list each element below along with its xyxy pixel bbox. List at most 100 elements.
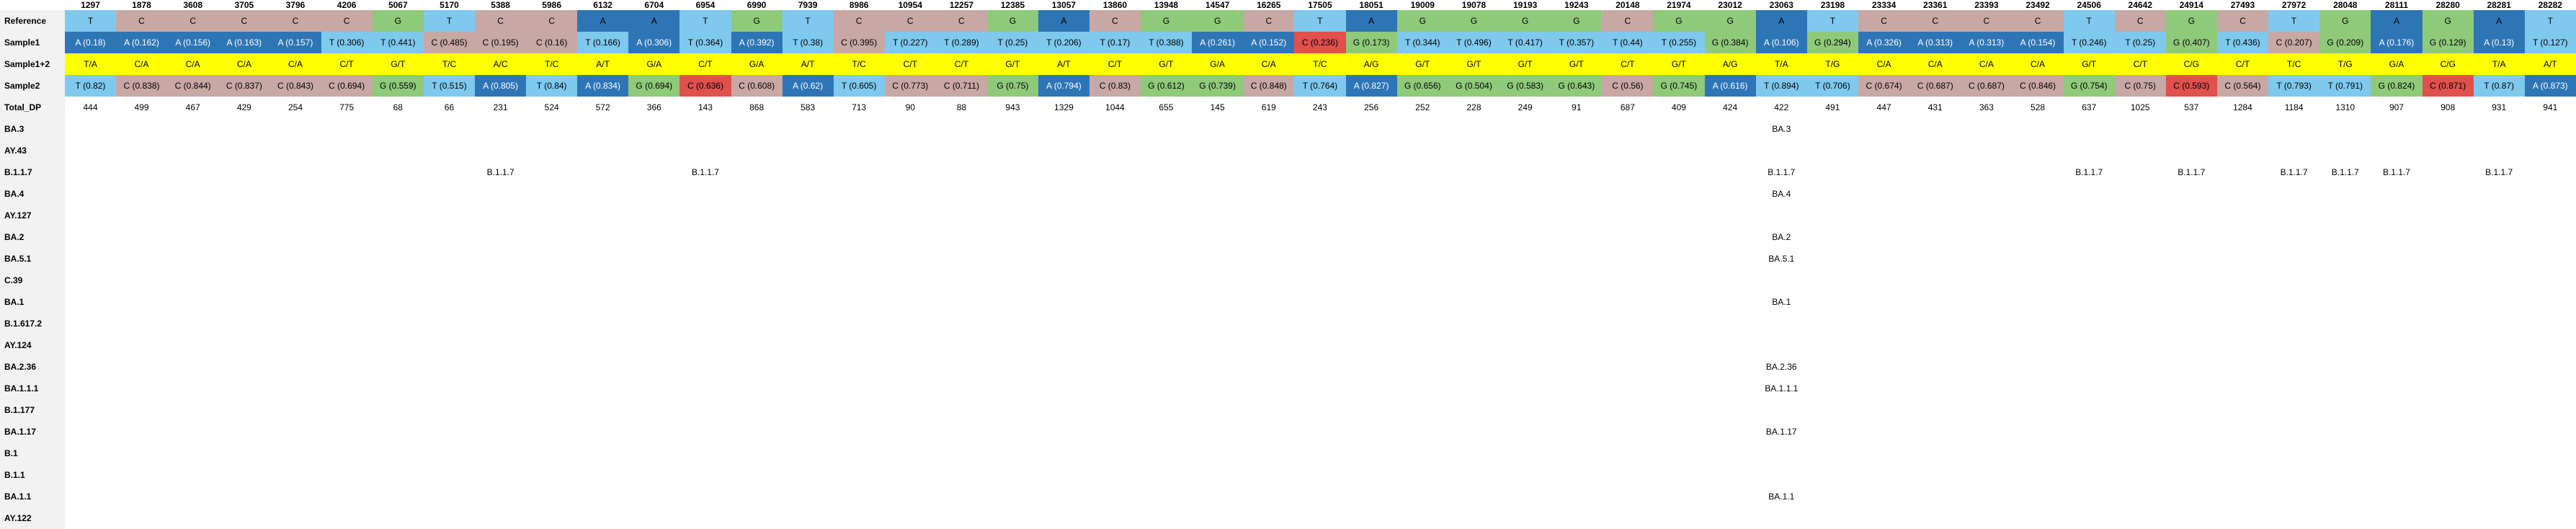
empty-cell[interactable] (628, 183, 679, 205)
empty-cell[interactable] (1192, 291, 1243, 313)
empty-cell[interactable] (936, 486, 987, 507)
empty-cell[interactable] (2217, 291, 2268, 313)
sample2-base-cell[interactable]: C (0.75) (2114, 75, 2166, 97)
empty-cell[interactable] (1602, 248, 1653, 270)
mixed-genotype-cell[interactable]: C/A (1909, 53, 1961, 75)
mixed-genotype-cell[interactable]: T/G (2319, 53, 2371, 75)
empty-cell[interactable] (1653, 464, 1704, 486)
sample1-base-cell[interactable]: T (0.38) (782, 32, 834, 53)
empty-cell[interactable] (2423, 140, 2474, 161)
empty-cell[interactable] (2166, 507, 2217, 529)
empty-cell[interactable] (783, 443, 834, 464)
empty-cell[interactable] (731, 464, 783, 486)
empty-cell[interactable] (1705, 356, 1756, 378)
empty-cell[interactable] (1499, 161, 1551, 183)
empty-cell[interactable] (2166, 464, 2217, 486)
sample1-base-cell[interactable]: C (0.485) (423, 32, 476, 53)
lineage-marker-cell[interactable]: B.1.1.7 (1768, 167, 1796, 177)
empty-cell[interactable] (1653, 313, 1704, 334)
empty-cell[interactable] (731, 421, 783, 443)
empty-cell[interactable] (2166, 140, 2217, 161)
sample1-base-cell[interactable]: T (0.364) (679, 32, 731, 53)
empty-cell[interactable] (628, 248, 679, 270)
empty-cell[interactable] (577, 507, 628, 529)
empty-cell[interactable] (2423, 378, 2474, 399)
empty-cell[interactable] (1602, 421, 1653, 443)
sample1-base-cell[interactable]: T (0.357) (1551, 32, 1603, 53)
sample2-base-cell[interactable]: T (0.82) (65, 75, 116, 97)
empty-cell[interactable] (321, 313, 373, 334)
empty-cell[interactable] (1089, 140, 1141, 161)
empty-cell[interactable] (2525, 161, 2576, 183)
empty-cell[interactable] (1807, 443, 1858, 464)
empty-cell[interactable] (679, 507, 731, 529)
empty-cell[interactable] (475, 291, 526, 313)
empty-cell[interactable] (2474, 183, 2525, 205)
empty-cell[interactable] (1909, 486, 1961, 507)
empty-cell[interactable] (116, 334, 167, 356)
reference-base-cell[interactable]: G (1499, 10, 1551, 32)
empty-cell[interactable] (936, 507, 987, 529)
empty-cell[interactable] (1807, 226, 1858, 248)
empty-cell[interactable] (1243, 313, 1294, 334)
empty-cell[interactable] (2217, 140, 2268, 161)
depth-cell[interactable]: 444 (83, 102, 98, 112)
empty-cell[interactable] (731, 443, 783, 464)
empty-cell[interactable] (577, 421, 628, 443)
empty-cell[interactable] (1807, 205, 1858, 226)
empty-cell[interactable] (526, 161, 577, 183)
empty-cell[interactable] (1858, 356, 1909, 378)
empty-cell[interactable] (628, 334, 679, 356)
position-header-cell[interactable]: 6132 (593, 0, 612, 10)
empty-cell[interactable] (1705, 226, 1756, 248)
empty-cell[interactable] (321, 183, 373, 205)
empty-cell[interactable] (2115, 399, 2166, 421)
empty-cell[interactable] (1961, 356, 2012, 378)
lineage-label[interactable]: BA.1 (0, 291, 66, 313)
empty-cell[interactable] (1243, 486, 1294, 507)
empty-cell[interactable] (2012, 399, 2063, 421)
empty-cell[interactable] (1807, 313, 1858, 334)
sample2-base-cell[interactable]: T (0.706) (1806, 75, 1858, 97)
empty-cell[interactable] (167, 205, 218, 226)
position-header-cell[interactable]: 19078 (1461, 0, 1487, 10)
depth-cell[interactable]: 1284 (2233, 102, 2252, 112)
lineage-label[interactable]: BA.4 (0, 183, 66, 205)
empty-cell[interactable] (2371, 421, 2422, 443)
position-header-cell[interactable]: 20148 (1615, 0, 1640, 10)
empty-cell[interactable] (1705, 140, 1756, 161)
empty-cell[interactable] (1243, 464, 1294, 486)
empty-cell[interactable] (167, 270, 218, 291)
empty-cell[interactable] (1448, 183, 1499, 205)
empty-cell[interactable] (1448, 140, 1499, 161)
empty-cell[interactable] (2064, 378, 2115, 399)
empty-cell[interactable] (1961, 205, 2012, 226)
position-header-cell[interactable]: 5986 (542, 0, 561, 10)
depth-cell[interactable]: 66 (444, 102, 455, 112)
reference-base-cell[interactable]: C (1602, 10, 1654, 32)
empty-cell[interactable] (373, 270, 424, 291)
lineage-label[interactable]: AY.124 (0, 334, 66, 356)
empty-cell[interactable] (1858, 140, 1909, 161)
empty-cell[interactable] (167, 161, 218, 183)
depth-cell[interactable]: 467 (185, 102, 200, 112)
empty-cell[interactable] (2115, 226, 2166, 248)
empty-cell[interactable] (475, 356, 526, 378)
empty-cell[interactable] (424, 205, 475, 226)
empty-cell[interactable] (731, 270, 783, 291)
mixed-genotype-cell[interactable]: T/C (423, 53, 476, 75)
empty-cell[interactable] (2064, 443, 2115, 464)
empty-cell[interactable] (2268, 421, 2319, 443)
empty-cell[interactable] (424, 464, 475, 486)
lineage-marker-cell[interactable]: BA.1.17 (1765, 427, 1797, 437)
empty-cell[interactable] (424, 226, 475, 248)
empty-cell[interactable] (1448, 226, 1499, 248)
empty-cell[interactable] (1346, 486, 1397, 507)
empty-cell[interactable] (628, 161, 679, 183)
empty-cell[interactable] (885, 183, 936, 205)
depth-cell[interactable]: 524 (544, 102, 559, 112)
row-label-sample12[interactable]: Sample1+2 (0, 53, 66, 75)
empty-cell[interactable] (1038, 270, 1089, 291)
empty-cell[interactable] (2064, 334, 2115, 356)
position-header-cell[interactable]: 23361 (1923, 0, 1948, 10)
